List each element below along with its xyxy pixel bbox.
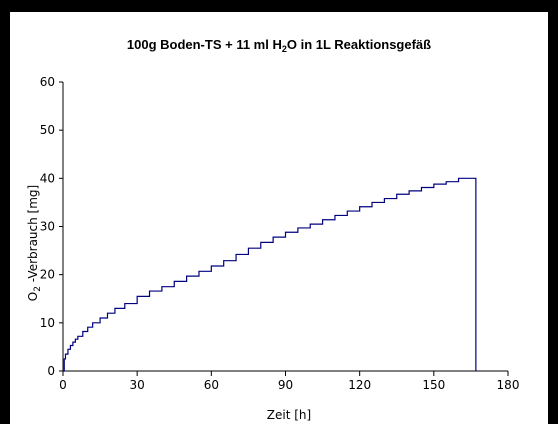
x-tick-label: 120 (348, 378, 371, 392)
series-line-0 (63, 177, 477, 372)
x-tick-label: 60 (204, 378, 219, 392)
x-axis-label: Zeit [h] (267, 408, 311, 422)
y-tick-label: 30 (40, 220, 55, 234)
chart-title-main: 100g Boden-TS + 11 ml H (127, 37, 282, 52)
chart-area: 100g Boden-TS + 11 ml H2O in 1L Reaktion… (26, 37, 520, 422)
y-tick-label: 60 (40, 75, 55, 89)
y-tick-label: 50 (40, 123, 55, 137)
x-tick-label: 90 (278, 378, 293, 392)
y-tick-label: 10 (40, 316, 55, 330)
data-series (63, 177, 477, 372)
x-tick-label: 180 (497, 378, 520, 392)
chart-frame: 100g Boden-TS + 11 ml H2O in 1L Reaktion… (10, 12, 548, 424)
x-tick-label: 30 (130, 378, 145, 392)
axes: 0 10 20 30 40 50 60 0 30 60 90 120 150 180 (40, 75, 520, 392)
chart-title-subscript: 2 (282, 44, 287, 54)
y-axis-label: O2 -Verbrauch [mg] (26, 185, 43, 301)
y-tick-label: 20 (40, 268, 55, 282)
y-axis-label-subscript: 2 (33, 286, 43, 292)
chart-title: 100g Boden-TS + 11 ml H2O in 1L Reaktion… (127, 37, 431, 54)
x-tick-label: 150 (422, 378, 445, 392)
y-axis-label-end: -Verbrauch [mg] (26, 185, 40, 286)
y-tick-label: 40 (40, 171, 55, 185)
chart-title-end: O in 1L Reaktionsgefäß (287, 37, 431, 52)
x-tick-label: 0 (59, 378, 67, 392)
y-axis-label-main: O (26, 292, 40, 301)
y-tick-label: 0 (47, 364, 55, 378)
